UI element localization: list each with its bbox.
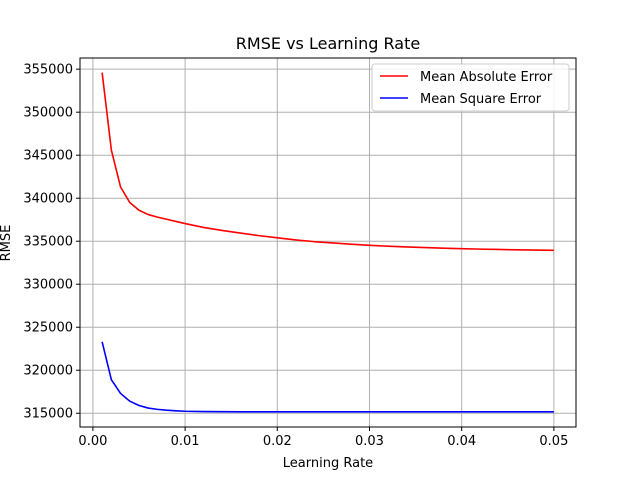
- chart-title: RMSE vs Learning Rate: [236, 34, 420, 53]
- y-tick-label: 355000: [23, 63, 73, 78]
- y-tick-label: 315000: [23, 407, 73, 422]
- legend-entry: Mean Absolute Error: [420, 70, 553, 85]
- legend: Mean Absolute Error Mean Square Error: [371, 63, 570, 112]
- y-axis-label: RMSE: [0, 225, 14, 262]
- x-tick-label: 0.01: [171, 434, 200, 449]
- x-tick-label: 0.05: [539, 434, 568, 449]
- x-axis-ticks: 0.00 0.01 0.02 0.03 0.04 0.05: [78, 427, 568, 449]
- series-lines: [101, 72, 554, 413]
- plot-frame: [79, 57, 577, 428]
- y-tick-label: 335000: [23, 235, 73, 250]
- legend-entry: Mean Square Error: [420, 92, 542, 107]
- y-tick-label: 340000: [23, 192, 73, 207]
- x-tick-label: 0.02: [263, 434, 292, 449]
- y-tick-label: 325000: [23, 321, 73, 336]
- y-tick-label: 320000: [23, 364, 73, 379]
- y-axis-ticks: 315000 320000 325000 330000 335000 340000 3450…: [23, 63, 80, 422]
- legend-box: [371, 63, 570, 112]
- x-tick-label: 0.03: [355, 434, 384, 449]
- y-tick-label: 330000: [23, 278, 73, 293]
- y-tick-label: 350000: [23, 106, 73, 121]
- series-line-mean-square-error: [101, 341, 554, 413]
- x-axis-label: Learning Rate: [283, 456, 373, 471]
- x-tick-label: 0.04: [447, 434, 476, 449]
- grid-lines: [80, 58, 576, 427]
- x-tick-label: 0.00: [78, 434, 107, 449]
- y-tick-label: 345000: [23, 149, 73, 164]
- series-line-mean-absolute-error: [101, 72, 554, 252]
